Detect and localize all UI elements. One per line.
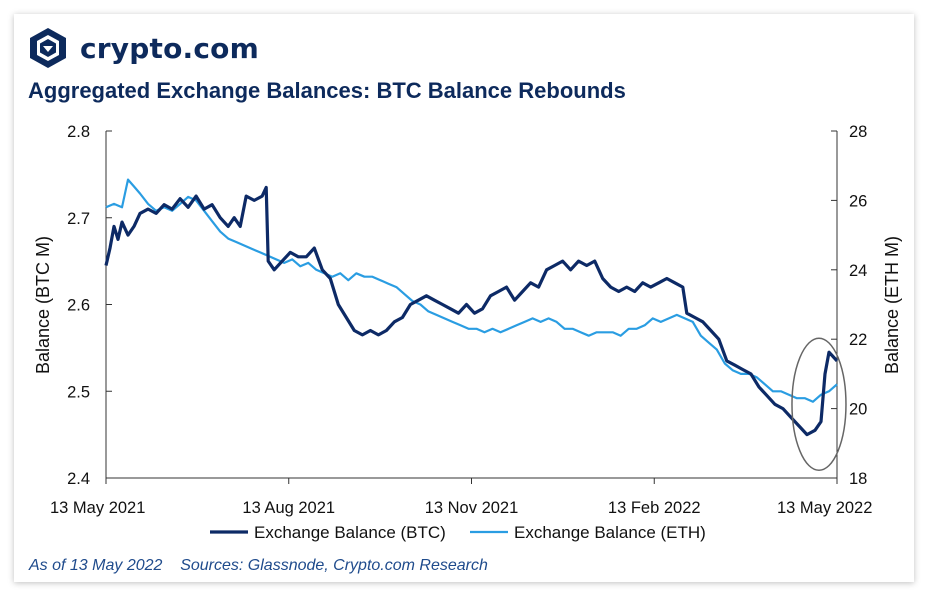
brand-name: crypto.com — [80, 31, 259, 65]
chart-axes: 2.4 2.5 2.6 2.7 2.8 18 20 22 24 26 28 13 May 2021 13… — [33, 123, 902, 517]
y-left-tick-label: 2.4 — [67, 470, 90, 488]
legend-item-eth: Exchange Balance (ETH) — [470, 523, 706, 542]
y-right-tick-label: 24 — [849, 262, 867, 280]
series-line-btc — [104, 185, 839, 437]
x-tick-label: 13 Aug 2021 — [242, 499, 335, 517]
y-left-tick-label: 2.5 — [67, 383, 90, 401]
y-right-tick-label: 18 — [849, 470, 867, 488]
chart-title: Aggregated Exchange Balances: BTC Balanc… — [28, 78, 626, 103]
y-right-tick-label: 26 — [849, 192, 867, 210]
as-of-date: As of 13 May 2022 — [29, 557, 163, 574]
y-left-tick-label: 2.6 — [67, 297, 90, 315]
y-right-tick-label: 20 — [849, 401, 867, 419]
y-right-axis-label: Balance (ETH M) — [882, 236, 902, 374]
sources-note: Sources: Glassnode, Crypto.com Research — [180, 557, 488, 574]
y-right-tick-label: 28 — [849, 123, 867, 141]
chart-footer: As of 13 May 2022 Sources: Glassnode, Cr… — [29, 557, 488, 575]
series-line-eth — [105, 178, 838, 403]
y-left-tick-label: 2.8 — [67, 123, 90, 141]
brand-logo: crypto.com — [26, 24, 259, 72]
lion-shield-icon — [30, 28, 66, 68]
y-left-axis-label: Balance (BTC M) — [33, 236, 53, 374]
x-tick-label: 13 May 2021 — [50, 499, 145, 517]
legend-label: Exchange Balance (ETH) — [514, 523, 706, 542]
legend-label: Exchange Balance (BTC) — [254, 523, 446, 542]
chart-legend: Exchange Balance (BTC) Exchange Balance (… — [210, 523, 706, 542]
highlight-ellipse — [791, 337, 847, 472]
chart-series — [104, 178, 839, 437]
x-tick-label: 13 Nov 2021 — [425, 499, 519, 517]
chart-card — [14, 14, 914, 582]
x-tick-label: 13 May 2022 — [777, 499, 872, 517]
legend-item-btc: Exchange Balance (BTC) — [210, 523, 446, 542]
x-tick-label: 13 Feb 2022 — [608, 499, 701, 517]
y-left-tick-label: 2.7 — [67, 210, 90, 228]
chart-annotations — [791, 337, 847, 472]
y-right-tick-label: 22 — [849, 331, 867, 349]
